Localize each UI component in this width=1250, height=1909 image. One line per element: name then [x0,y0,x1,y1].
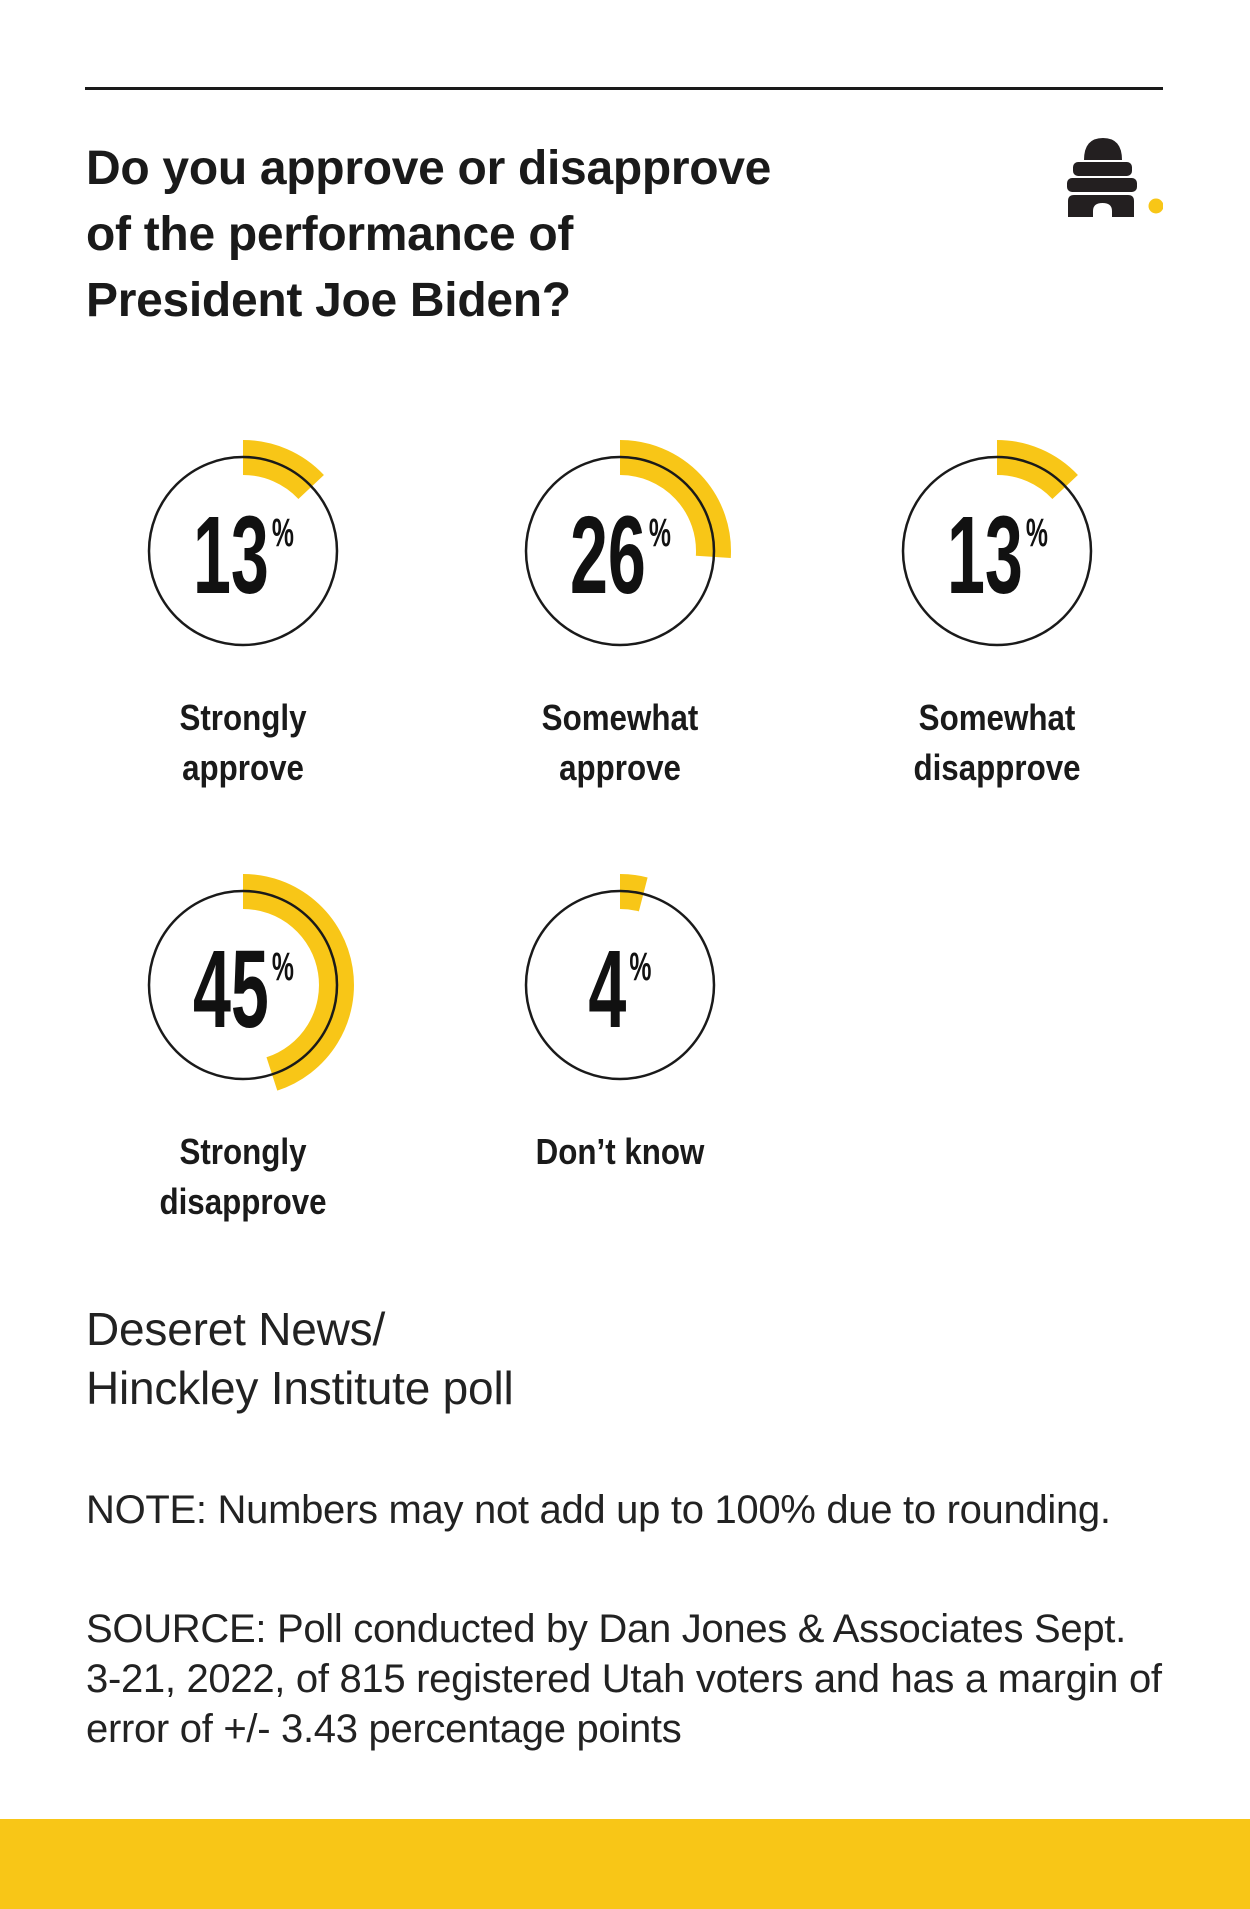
top-rule [85,87,1163,90]
gauge-value-group: 45% [123,865,363,1105]
percent-sign: % [271,511,294,555]
gauge-ring-svg [524,874,716,1081]
gauge-value-group: 26% [500,431,740,671]
gauge-label-line: Strongly [179,697,307,738]
gauge-label: Somewhat approve [463,693,776,793]
page-title: Do you approve or disapprove of the perf… [86,136,986,334]
gauge-value-group: 4% [500,865,740,1105]
gauge-strongly-approve: 13% Strongly approve [123,431,363,788]
gauge-label: Don’t know [463,1127,776,1177]
gauge-value-group: 13% [877,431,1117,671]
gauge-label-line: Strongly [179,1131,307,1172]
gauge-circle-outline [147,889,339,1081]
gauge-label: Strongly approve [86,693,399,793]
gauge-label-line: Don’t know [535,1131,705,1172]
poll-attribution: Deseret News/ Hinckley Institute poll [86,1300,514,1418]
gauge-value-group: 13% [123,431,363,671]
logo-yellow-dot [1148,198,1163,214]
gauge-circle-outline [524,455,716,647]
gauge-circle-outline [524,889,716,1081]
percent-sign: % [1025,511,1048,555]
poll-attribution-line: Hinckley Institute poll [86,1362,514,1414]
gauge-circle-outline [901,455,1093,647]
gauge-label-line: Somewhat [541,697,699,738]
percent-sign: % [648,511,671,555]
page-title-line: of the performance of [86,208,574,261]
gauge-somewhat-approve: 26% Somewhat approve [500,431,740,788]
gauge-label-line: disapprove [159,1181,327,1222]
page-title-line: President Joe Biden? [86,274,571,327]
source-text-line: 3-21, 2022, of 815 registered Utah voter… [86,1657,1162,1701]
note-text: NOTE: Numbers may not add up to 100% due… [86,1488,1111,1532]
percent-sign: % [629,945,652,989]
beehive-logo-icon [1067,138,1163,217]
gauge-label-line: disapprove [913,747,1081,788]
gauge-circle-outline [147,455,339,647]
bottom-accent-bar [0,1819,1250,1909]
gauge-label-line: approve [559,747,681,788]
gauge-ring-svg [147,874,354,1091]
gauge-value: 13 [192,494,269,617]
gauge-value: 4 [588,928,627,1051]
gauge-somewhat-disapprove: 13% Somewhat disapprove [877,431,1117,788]
page-title-line: Do you approve or disapprove [86,142,772,195]
gauge-ring-svg [901,440,1093,647]
gauge-don-t-know: 4% Don’t know [500,865,740,1172]
gauge-strongly-disapprove: 45% Strongly disapprove [123,865,363,1222]
beehive-icon [1067,138,1137,217]
gauge-label-line: approve [182,747,304,788]
gauge-label-line: Somewhat [918,697,1076,738]
gauge-value: 45 [192,928,269,1051]
percent-sign: % [271,945,294,989]
source-text: SOURCE: Poll conducted by Dan Jones & As… [86,1604,1162,1754]
gauge-ring-svg [524,440,731,647]
gauge-label: Strongly disapprove [86,1127,399,1227]
source-text-line: SOURCE: Poll conducted by Dan Jones & As… [86,1607,1126,1651]
gauge-value: 13 [946,494,1023,617]
gauge-label: Somewhat disapprove [840,693,1153,793]
poll-attribution-line: Deseret News/ [86,1303,386,1355]
gauge-value: 26 [569,494,646,617]
gauge-ring-svg [147,440,339,647]
source-text-line: error of +/- 3.43 percentage points [86,1707,682,1751]
